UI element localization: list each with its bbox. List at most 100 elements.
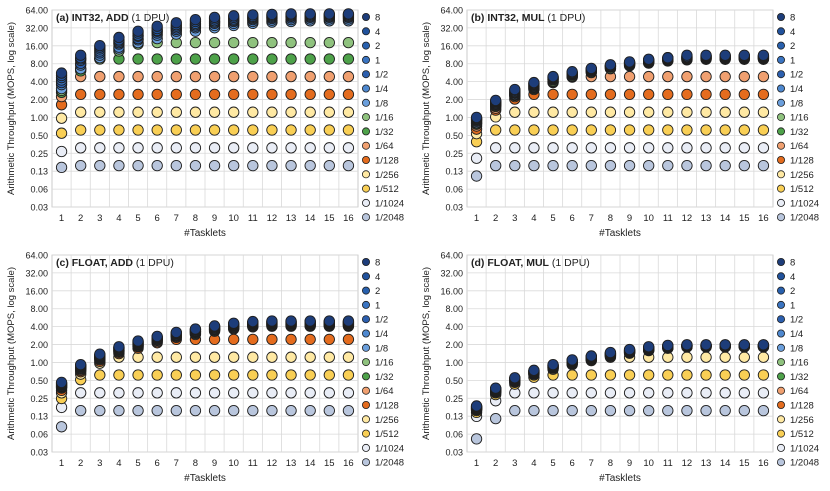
data-point: [247, 404, 259, 417]
data-point: [585, 350, 597, 362]
legend-marker: [776, 84, 785, 93]
legend-marker: [776, 70, 785, 79]
data-point: [266, 88, 278, 101]
data-point: [189, 351, 202, 363]
legend-label: 4: [375, 272, 380, 283]
series-1-512: [55, 369, 355, 405]
data-point: [285, 159, 297, 172]
data-point: [189, 53, 202, 65]
legend-marker: [361, 84, 370, 93]
data-point: [304, 124, 316, 136]
data-point: [738, 124, 750, 136]
legend-label: 1: [375, 300, 380, 311]
data-point: [55, 161, 68, 174]
x-tick-label: 10: [643, 458, 654, 469]
x-tick-label: 2: [78, 213, 83, 224]
legend-marker: [361, 170, 370, 179]
legend-marker: [361, 286, 370, 295]
data-point: [113, 124, 125, 136]
data-point: [342, 404, 355, 417]
data-point: [342, 124, 355, 136]
data-point: [208, 106, 221, 118]
y-tick-label: 64.00: [25, 251, 48, 261]
data-point: [170, 88, 182, 101]
data-point: [738, 142, 750, 154]
data-point: [208, 351, 221, 363]
series-1-2048: [470, 159, 770, 182]
data-point: [266, 70, 278, 83]
series-1-1024: [470, 142, 770, 164]
data-point: [342, 333, 355, 346]
data-point: [304, 70, 316, 83]
data-point: [94, 404, 106, 417]
data-point: [247, 106, 259, 118]
data-point: [681, 159, 693, 172]
legend-label: 1/2048: [375, 458, 404, 469]
data-point: [681, 369, 693, 381]
legend-marker: [776, 141, 785, 150]
data-point: [757, 70, 770, 83]
data-point: [208, 387, 221, 399]
data-point: [681, 88, 693, 101]
legend-label: 1/1024: [375, 443, 404, 454]
data-point: [132, 70, 144, 83]
y-tick-label: 0.25: [445, 394, 463, 404]
data-point: [643, 387, 655, 399]
y-tick-label: 0.03: [445, 448, 463, 458]
legend-label: 2: [790, 41, 795, 52]
legend-marker: [361, 386, 370, 395]
data-point: [266, 142, 278, 154]
data-point: [681, 339, 693, 351]
x-axis-title: #Tasklets: [599, 228, 641, 239]
data-point: [662, 159, 674, 172]
legend-marker: [776, 170, 785, 179]
data-point: [528, 387, 540, 399]
data-point: [323, 369, 335, 381]
data-point: [75, 142, 87, 154]
y-tick-label: 0.50: [30, 376, 48, 386]
data-point: [170, 106, 182, 118]
data-point: [662, 124, 674, 136]
data-point: [585, 106, 597, 118]
data-point: [643, 70, 655, 83]
x-tick-label: 1: [474, 458, 479, 469]
data-point: [681, 70, 693, 83]
data-point: [700, 49, 712, 61]
data-point: [342, 8, 355, 20]
data-point: [189, 88, 202, 101]
data-point: [700, 159, 712, 172]
legend-marker: [361, 27, 370, 36]
legend-label: 1/16: [790, 358, 809, 369]
legend-marker: [361, 372, 370, 381]
data-point: [342, 369, 355, 381]
legend-marker: [776, 155, 785, 164]
data-point: [170, 369, 182, 381]
legend-label: 1/128: [790, 401, 814, 412]
data-point: [304, 53, 316, 65]
data-point: [470, 433, 483, 445]
x-tick-label: 5: [135, 213, 140, 224]
y-axis-title: Arithmetic Throughput (MOPS, log scale): [6, 267, 17, 440]
data-point: [189, 70, 202, 83]
data-point: [94, 369, 106, 381]
data-point: [585, 124, 597, 136]
y-tick-label: 0.50: [445, 131, 463, 141]
x-tick-label: 6: [155, 213, 160, 224]
data-point: [566, 88, 578, 101]
legend-label: 1/512: [375, 184, 399, 195]
data-point: [643, 369, 655, 381]
data-point: [132, 53, 144, 65]
data-point: [151, 404, 163, 417]
data-point: [75, 88, 87, 101]
x-tick-label: 8: [608, 458, 613, 469]
x-tick-label: 6: [570, 458, 575, 469]
data-point: [585, 88, 597, 101]
data-point: [285, 53, 297, 65]
series-1-512: [470, 124, 770, 148]
data-point: [547, 159, 559, 172]
legend-marker: [361, 329, 370, 338]
data-point: [623, 70, 636, 83]
data-point: [323, 387, 335, 399]
data-point: [719, 142, 731, 154]
data-point: [490, 142, 502, 154]
